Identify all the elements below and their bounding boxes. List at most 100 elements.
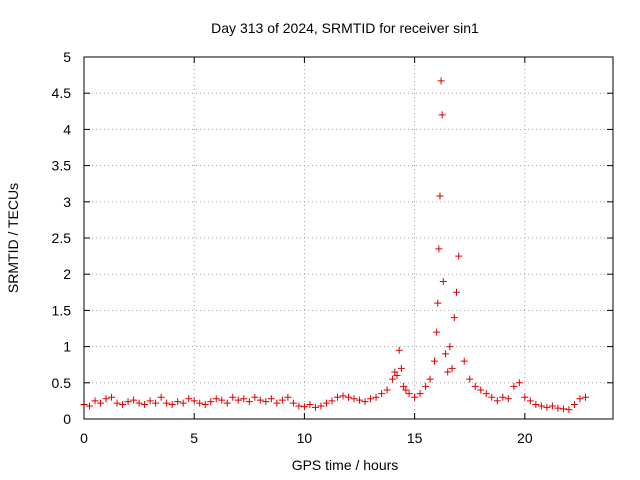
data-point [395,346,403,354]
data-point [97,399,105,407]
data-point [548,402,556,410]
y-tick-label: 2.5 [52,230,72,246]
data-point [273,399,281,407]
y-tick-label: 0 [63,411,71,427]
data-point [168,401,176,409]
data-point [521,393,529,401]
data-point [437,77,445,85]
data-point [537,402,545,410]
y-tick-label: 5 [63,49,71,65]
data-point [466,375,474,383]
data-point [262,398,270,406]
data-point [405,390,413,398]
data-point [532,401,540,409]
data-point [278,396,286,404]
x-tick-label: 10 [297,430,313,446]
data-point [422,382,430,390]
data-point [328,397,336,405]
data-point [179,399,187,407]
data-point [350,395,358,403]
data-point [493,397,501,405]
data-point [482,390,490,398]
data-point [411,393,419,401]
y-tick-label: 4 [63,121,71,137]
data-point [223,399,231,407]
data-point [504,395,512,403]
data-point [378,390,386,398]
data-point [444,368,452,376]
data-point [135,399,143,407]
data-point [488,393,496,401]
y-tick-label: 3.5 [52,158,72,174]
data-point [397,364,405,372]
data-point [543,403,551,411]
data-point [289,399,297,407]
data-point [471,382,479,390]
y-axis-label: SRMTID / TECUs [5,183,21,293]
data-point [146,397,154,405]
data-point [581,393,589,401]
axis-ticks: 0 0.5 1 1.5 2 2.5 3 3.5 4 4.5 5 0 5 10 15 20 [52,49,613,446]
data-point [526,397,534,405]
data-point [367,395,375,403]
x-tick-label: 15 [407,430,423,446]
data-point [426,375,434,383]
data-point [185,395,193,403]
data-point [439,277,447,285]
y-tick-label: 3 [63,194,71,210]
data-point [201,401,209,409]
data-point [391,368,399,376]
data-point [306,401,314,409]
data-point [102,395,110,403]
data-point [130,396,138,404]
data-point [448,364,456,372]
data-point [295,402,303,410]
data-point [240,395,248,403]
data-point [455,252,463,260]
data-point [430,357,438,365]
grid [84,57,613,419]
data-point [435,245,443,253]
data-point [416,390,424,398]
data-point [333,393,341,401]
data-point [554,404,562,412]
data-point [510,382,518,390]
data-point [433,328,441,336]
data-point [356,396,364,404]
x-tick-label: 20 [517,430,533,446]
x-tick-label: 0 [80,430,88,446]
data-point [446,343,454,351]
data-point [402,386,410,394]
data-point [477,386,485,394]
data-point [453,288,461,296]
data-point [400,382,408,390]
data-point [499,393,507,401]
y-tick-label: 2 [63,266,71,282]
data-point [152,399,160,407]
data-point [174,398,182,406]
data-point [124,398,132,406]
data-point [322,399,330,407]
data-point [450,314,458,322]
data-point [576,395,584,403]
data-point [229,393,237,401]
data-point [515,379,523,387]
data-point [441,350,449,358]
data-point [393,372,401,380]
data-point [196,399,204,407]
data-point [284,393,292,401]
data-point [157,393,165,401]
data-point [460,357,468,365]
data-points [80,77,589,414]
data-point [163,399,171,407]
data-point [251,393,259,401]
data-point [317,402,325,410]
data-point [141,401,149,409]
data-point [300,403,308,411]
data-point [436,192,444,200]
data-point [339,392,347,400]
y-tick-label: 4.5 [52,85,72,101]
data-point [570,401,578,409]
x-tick-label: 5 [190,430,198,446]
data-point [190,397,198,405]
